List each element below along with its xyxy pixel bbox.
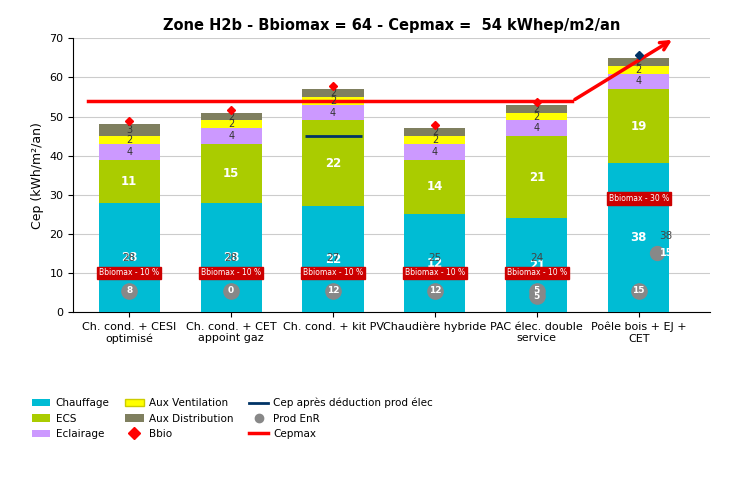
Text: 38: 38 (630, 231, 647, 244)
Text: 38: 38 (660, 231, 673, 241)
Bar (99, 144, 160, 159)
Text: 2: 2 (126, 135, 132, 145)
Text: 12: 12 (326, 286, 339, 295)
Bar (404, 214, 466, 312)
Point (124, 287, 135, 294)
Bar (404, 136, 466, 144)
Bar (507, 218, 567, 312)
Text: 2: 2 (432, 127, 438, 137)
Text: 28: 28 (123, 253, 136, 263)
Text: 8: 8 (126, 286, 132, 295)
Bar (201, 144, 262, 203)
Text: 21: 21 (529, 259, 545, 272)
Point (651, 250, 663, 257)
Text: 19: 19 (630, 120, 647, 133)
Text: 22: 22 (325, 253, 341, 266)
Point (531, 287, 542, 294)
Bar (302, 97, 364, 105)
Text: 21: 21 (529, 171, 545, 184)
Text: 2: 2 (635, 57, 642, 67)
Point (327, 287, 339, 294)
Text: 4: 4 (330, 108, 336, 118)
Text: 2: 2 (432, 135, 438, 145)
Text: 5: 5 (534, 286, 540, 295)
Text: 11: 11 (121, 175, 138, 188)
Bar (302, 120, 364, 206)
Text: 4: 4 (126, 147, 132, 157)
Text: 27: 27 (326, 253, 340, 263)
Bar (404, 128, 466, 136)
Bar (99, 136, 160, 144)
Text: 24: 24 (530, 253, 543, 263)
Text: 15: 15 (660, 248, 673, 258)
Text: 4: 4 (534, 123, 540, 133)
Text: 2: 2 (228, 111, 234, 121)
Text: Bbiomax - 10 %: Bbiomax - 10 % (507, 268, 567, 277)
Bar (507, 136, 567, 218)
Bar (608, 73, 669, 89)
Text: 2: 2 (534, 111, 540, 121)
Legend: Chauffage, ECS, Eclairage, Aux Ventilation, Aux Distribution, Bbio, Cep après dé: Chauffage, ECS, Eclairage, Aux Ventilati… (28, 394, 437, 443)
Point (531, 292, 542, 300)
Bar (99, 159, 160, 203)
Bar (201, 120, 262, 128)
Text: 22: 22 (325, 157, 341, 170)
Text: 4: 4 (635, 76, 642, 86)
Text: 4: 4 (432, 147, 438, 157)
Text: 28: 28 (223, 251, 239, 264)
Bar (608, 164, 669, 312)
Text: 12: 12 (429, 286, 441, 295)
Bar (302, 89, 364, 97)
Bar (302, 206, 364, 312)
Bar (201, 203, 262, 312)
Text: Bbiomax - 10 %: Bbiomax - 10 % (201, 268, 261, 277)
Text: Bbiomax - 10 %: Bbiomax - 10 % (405, 268, 465, 277)
Bar (99, 124, 160, 136)
Text: 2: 2 (228, 120, 234, 130)
Text: 2: 2 (330, 96, 336, 106)
Text: 5: 5 (534, 292, 540, 301)
Point (225, 287, 237, 294)
Text: 2: 2 (534, 104, 540, 114)
Point (429, 287, 441, 294)
Bar (302, 105, 364, 120)
Text: 4: 4 (228, 131, 234, 141)
Bar (404, 144, 466, 159)
Text: 3: 3 (126, 125, 132, 135)
Text: 28: 28 (121, 251, 138, 264)
Bar (201, 128, 262, 144)
Text: 15: 15 (632, 286, 645, 295)
Title: Zone H2b - Bbiomax = 64 - Cepmax =  54 kWhep/m2/an: Zone H2b - Bbiomax = 64 - Cepmax = 54 kW… (163, 18, 620, 33)
Text: Bbiomax - 30 %: Bbiomax - 30 % (608, 194, 669, 203)
Bar (608, 89, 669, 164)
Bar (507, 105, 567, 113)
Text: 15: 15 (223, 167, 239, 180)
Bar (507, 120, 567, 136)
Text: 0: 0 (228, 286, 234, 295)
Text: Bbiomax - 10 %: Bbiomax - 10 % (99, 268, 160, 277)
Text: 2: 2 (635, 65, 642, 75)
Bar (201, 113, 262, 120)
Text: 14: 14 (427, 180, 443, 193)
Bar (404, 159, 466, 214)
Text: 28: 28 (225, 253, 238, 263)
Text: 12: 12 (427, 257, 443, 270)
Point (633, 287, 645, 294)
Text: Bbiomax - 10 %: Bbiomax - 10 % (303, 268, 363, 277)
Bar (99, 203, 160, 312)
Bar (608, 58, 669, 66)
Y-axis label: Cep (kWh/m²/an): Cep (kWh/m²/an) (31, 122, 44, 228)
Bar (507, 113, 567, 120)
Text: 2: 2 (330, 88, 336, 98)
Bar (608, 66, 669, 73)
Text: 25: 25 (428, 253, 441, 263)
